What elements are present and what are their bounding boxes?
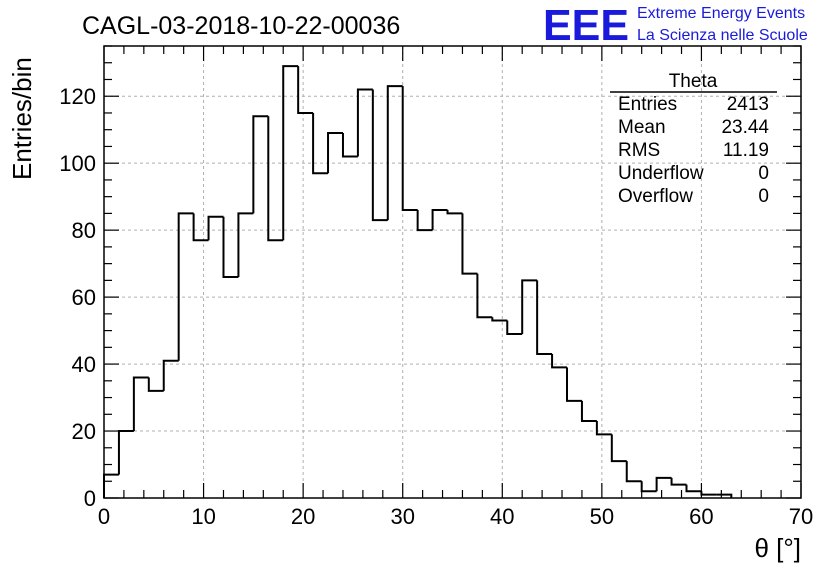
histogram-bin	[536, 280, 553, 356]
histogram-bin	[640, 481, 657, 493]
histogram-bin	[401, 86, 418, 212]
histogram-bin	[222, 216, 239, 279]
y-tick-label: 40	[72, 352, 96, 377]
histogram-bin	[252, 115, 269, 214]
eee-logo-mark: EEE	[543, 1, 629, 50]
x-tick-label: 40	[490, 504, 514, 529]
histogram-bin	[476, 273, 493, 319]
histogram-bin	[700, 491, 717, 496]
histogram-bin	[341, 133, 358, 158]
histogram-bin	[327, 132, 343, 174]
histogram-bin	[551, 354, 568, 369]
stats-rows: Entries 2413 Mean 23.44 RMS 11.19 Underflow 0 Ov…	[618, 94, 769, 207]
histogram-bin	[386, 85, 403, 221]
x-tick-label: 0	[98, 504, 110, 529]
histogram-bin	[177, 212, 194, 361]
plot-frame	[103, 45, 802, 499]
histogram-bin	[491, 317, 508, 322]
histogram-bin	[117, 430, 134, 475]
y-tick-label: 120	[59, 84, 96, 109]
histogram-bin	[356, 88, 373, 157]
histogram-bin	[312, 112, 329, 175]
stats-box: Theta Entries 2413 Mean 23.44 RMS 11.19 Underf…	[610, 71, 777, 207]
histogram-bin	[580, 400, 597, 422]
stats-title: Theta	[669, 71, 718, 92]
histogram-bin	[237, 212, 254, 278]
eee-logo: EEE Extreme Energy Events La Scienza nel…	[543, 1, 808, 50]
stats-row-value: 2413	[727, 94, 769, 115]
histogram-bin	[685, 484, 702, 493]
histogram-bin	[461, 213, 478, 275]
x-tick-label: 10	[191, 504, 215, 529]
histogram-bin	[147, 377, 164, 392]
histogram-bin	[103, 473, 119, 498]
histogram-bin	[416, 210, 433, 232]
stats-row-value: 0	[758, 163, 769, 184]
eee-logo-line1: Extreme Energy Events	[637, 5, 805, 22]
histogram-bin	[207, 215, 224, 241]
x-tick-label: 20	[291, 504, 315, 529]
histogram-bin	[132, 376, 149, 432]
y-tick-label: 20	[72, 419, 96, 444]
stats-row-label: RMS	[618, 140, 660, 161]
y-tick-label: 0	[84, 486, 96, 511]
eee-logo-line2: La Scienza nelle Scuole	[637, 27, 808, 44]
stats-row-label: Overflow	[618, 186, 693, 207]
axis-layer	[103, 45, 802, 499]
y-axis-label: Entries/bin	[7, 57, 37, 180]
histogram-bin	[297, 66, 314, 114]
chart-title: CAGL-03-2018-10-22-00036	[82, 12, 400, 40]
histogram-bin	[446, 210, 463, 215]
stats-row-label: Mean	[618, 117, 666, 138]
histogram-bin	[625, 461, 642, 483]
y-tick-label: 80	[72, 218, 96, 243]
tick-label-layer: 0 10 20 30 40 50 60 70 0 20 40 60 80 100 120	[59, 84, 813, 529]
histogram-bin	[610, 434, 627, 463]
y-tick-label: 60	[72, 285, 96, 310]
histogram-bin	[282, 65, 299, 241]
stats-row-value: 11.19	[723, 140, 769, 161]
histogram-bin	[595, 420, 612, 436]
histogram-bin	[162, 359, 179, 391]
x-tick-label: 50	[590, 504, 614, 529]
stats-row-label: Underflow	[618, 163, 704, 184]
histogram-bin	[506, 320, 523, 335]
histogram-bin	[670, 477, 687, 486]
histogram-bin	[521, 279, 538, 334]
histogram-bin	[267, 116, 284, 242]
stats-row-value: 0	[758, 186, 769, 207]
x-tick-label: 60	[689, 504, 713, 529]
grid-layer	[104, 46, 801, 498]
histogram-bin	[566, 367, 582, 402]
x-axis-label: θ [°]	[754, 533, 801, 563]
x-tick-label: 30	[390, 504, 414, 529]
histogram-bin	[192, 213, 209, 242]
histogram-bin	[371, 89, 388, 222]
stats-row-label: Entries	[618, 94, 677, 115]
y-tick-label: 100	[59, 151, 96, 176]
histogram-bin	[655, 476, 672, 492]
histogram-bin	[431, 209, 448, 231]
x-tick-label: 70	[789, 504, 813, 529]
stats-row-value: 23.44	[721, 117, 769, 138]
histogram-layer	[103, 65, 733, 498]
